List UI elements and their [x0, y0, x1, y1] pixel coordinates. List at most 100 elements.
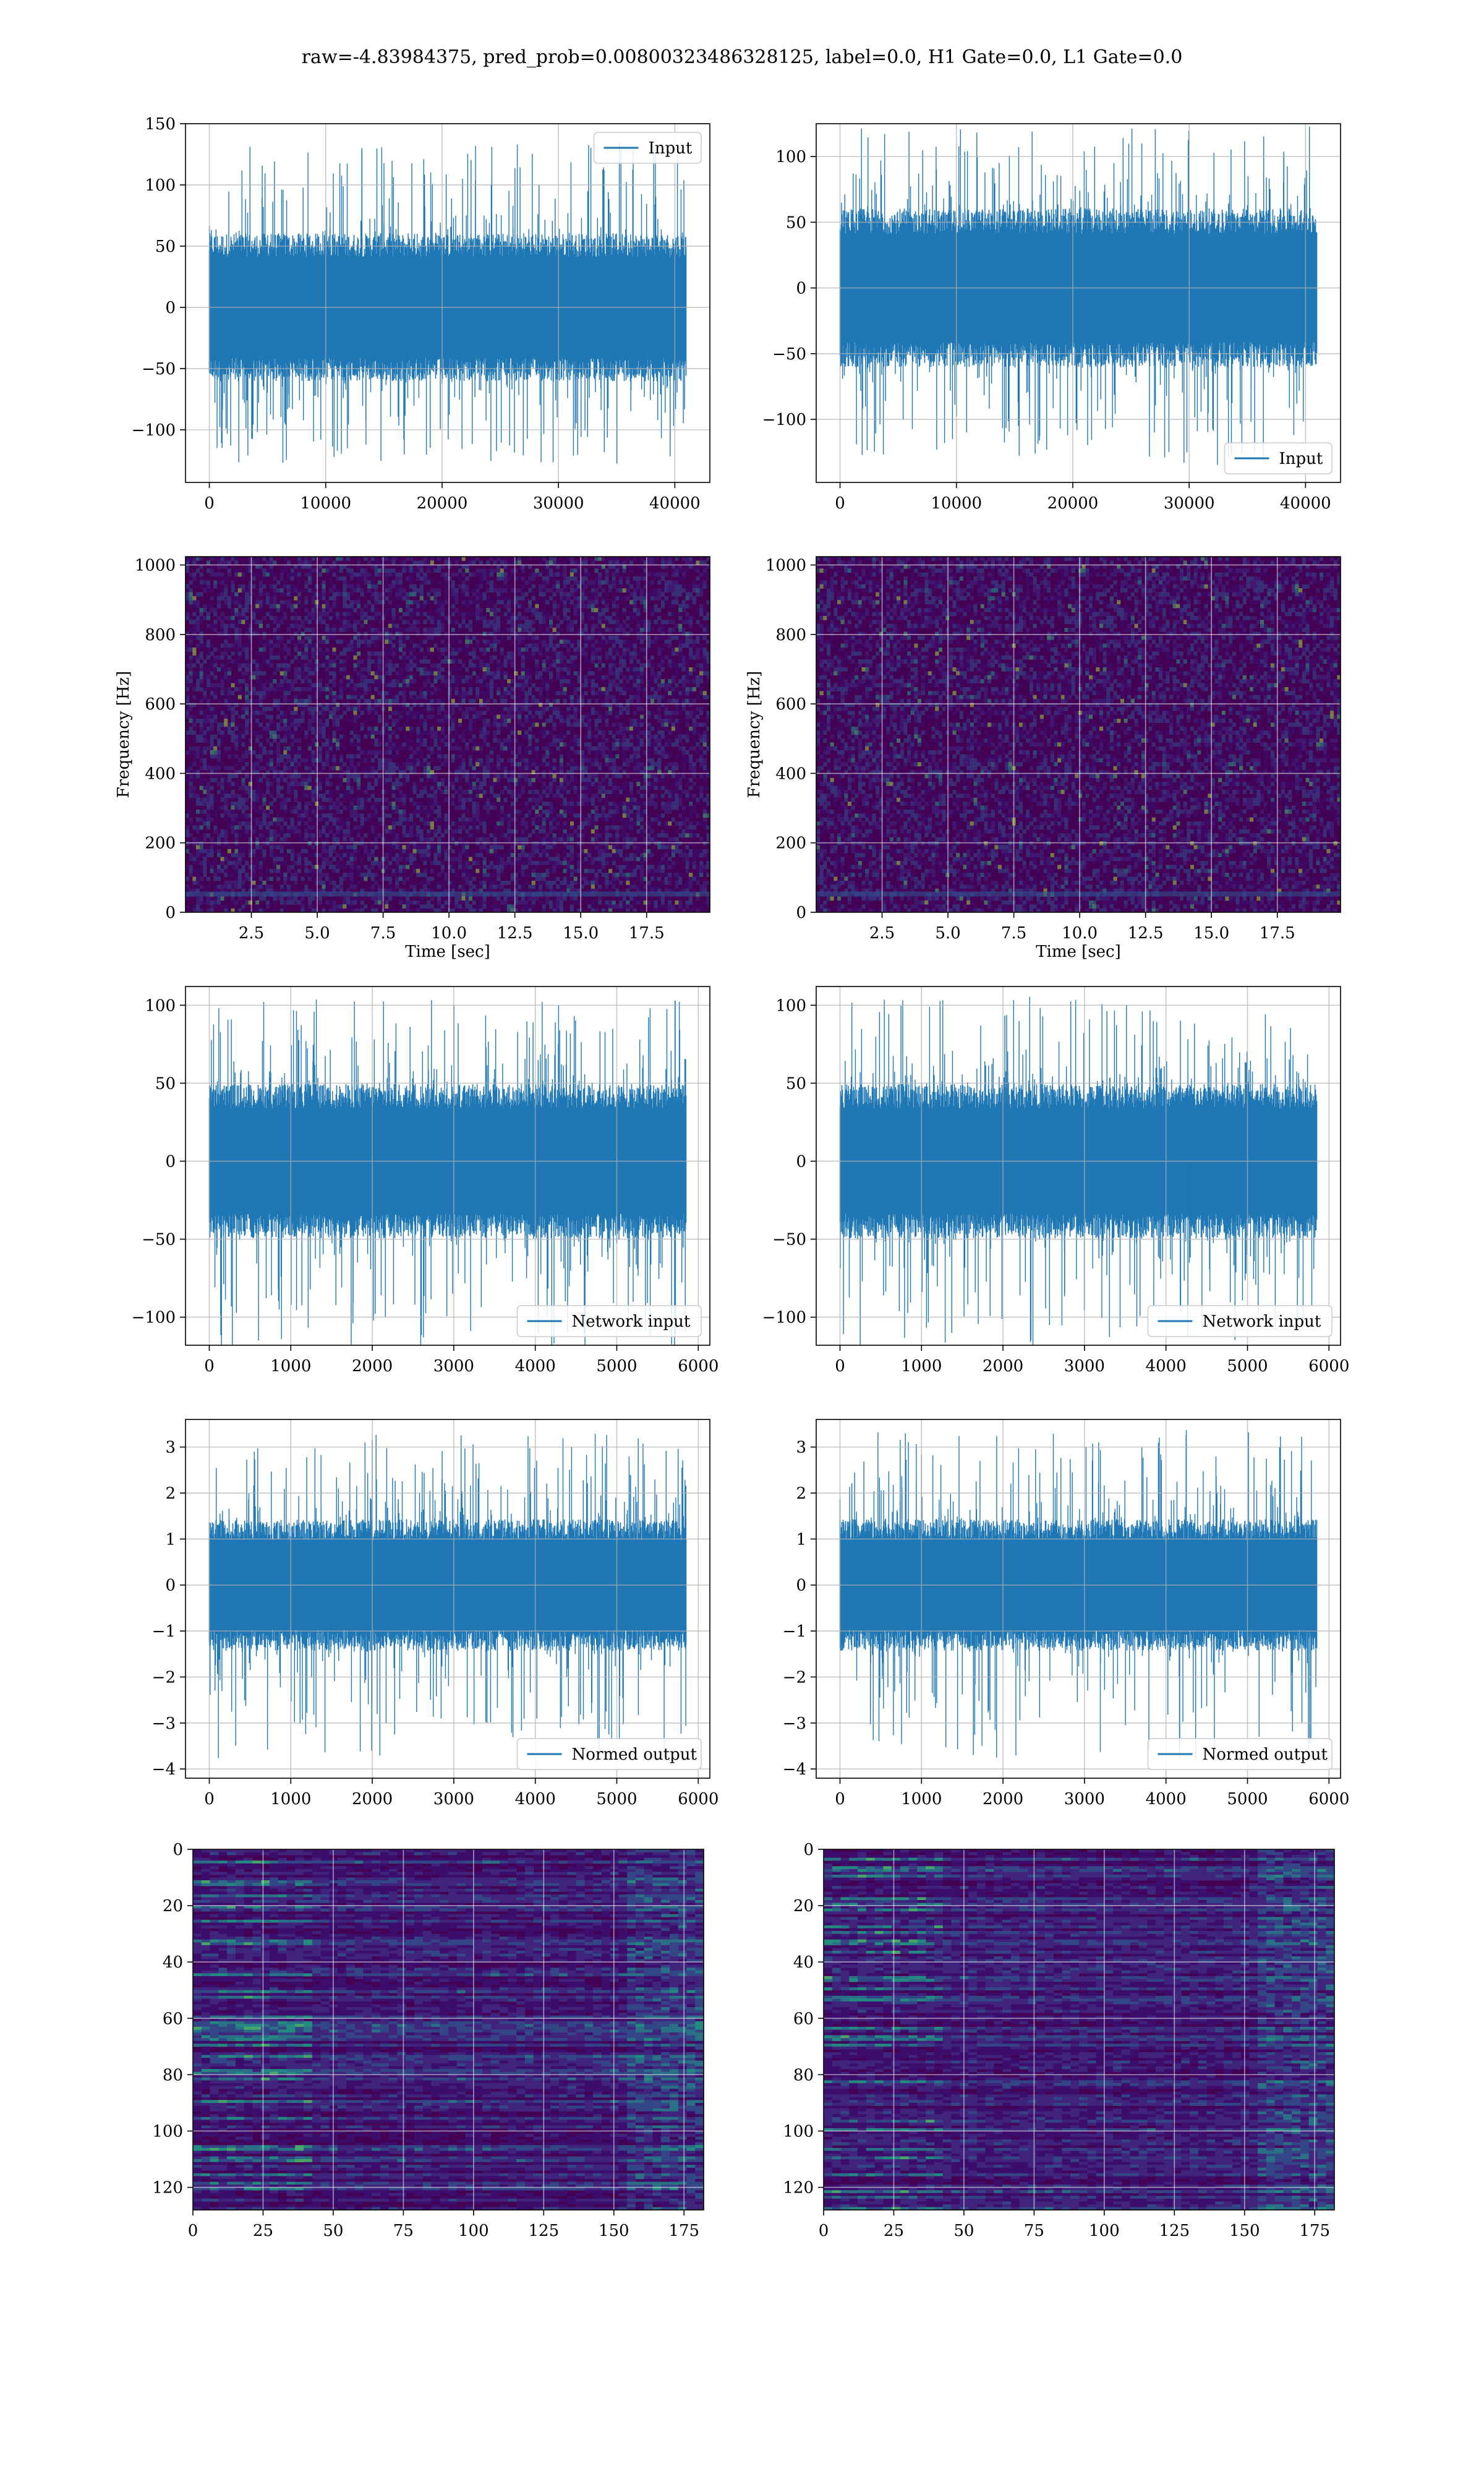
axes-frame [823, 1849, 1335, 2211]
chart-raw-l1: 0 10000 20000 30000 40000 −100 −50 0 50 100 Input [762, 123, 1341, 513]
x-tick-label: 7.5 [370, 924, 396, 943]
chart-spec-h1: 2.5 5.0 7.5 10.0 12.5 15.0 17.5 0 200 400 600 800 10… [114, 556, 710, 961]
x-tick-label: 3000 [433, 1357, 474, 1376]
x-tick-label: 25 [253, 2222, 273, 2240]
y-tick-label: 20 [163, 1897, 183, 1915]
legend-label: Normed output [572, 1745, 697, 1764]
x-tick-label: 125 [528, 2222, 559, 2240]
x-tick-label: 100 [458, 2222, 489, 2240]
y-tick-label: 0 [796, 1577, 806, 1595]
chart-norm-h1: 0 1000 2000 3000 4000 5000 6000 −4 −3 −2 −1 0 1 2 3 Nor… [152, 1419, 719, 1808]
legend: Input [1224, 442, 1333, 474]
x-axis-label: Time [sec] [405, 943, 490, 961]
x-tick-label: 2000 [983, 1357, 1023, 1376]
low-frequency-band [186, 891, 710, 897]
figure-title: raw=-4.83984375, pred_prob=0.00800323486… [302, 46, 1183, 68]
y-tick-label: −50 [772, 1231, 806, 1249]
x-tick-label: 0 [835, 1790, 845, 1808]
y-tick-label: 0 [165, 299, 176, 317]
y-tick-label: −50 [142, 1231, 176, 1249]
y-tick-label: 3 [796, 1439, 806, 1457]
chart-net-l1: 0 1000 2000 3000 4000 5000 6000 −100 −50 0 50 100 Ne… [762, 986, 1349, 1376]
y-tick-label: 0 [173, 1841, 183, 1859]
x-tick-label: 2.5 [869, 924, 895, 943]
x-tick-label: 40000 [1280, 494, 1331, 513]
series-raw-l1 [839, 126, 1318, 465]
x-tick-label: 4000 [515, 1790, 556, 1808]
heatmap-feat-h1 [193, 1849, 704, 2210]
x-tick-label: 3000 [1064, 1357, 1105, 1376]
axes-frame [816, 1419, 1341, 1779]
x-tick-label: 6000 [678, 1790, 719, 1808]
x-tick-label: 7.5 [1001, 924, 1026, 943]
y-tick-label: 50 [786, 1074, 806, 1093]
x-tick-label: 10000 [300, 494, 351, 513]
legend-label: Network input [572, 1312, 691, 1331]
x-axis-label: Time [sec] [1036, 943, 1121, 961]
y-tick-label: 100 [775, 148, 806, 166]
x-tick-label: 12.5 [497, 924, 533, 943]
x-tick-label: 0 [204, 494, 215, 513]
x-tick-label: 10.0 [431, 924, 467, 943]
chart-net-h1: 0 1000 2000 3000 4000 5000 6000 −100 −50 0 50 100 Ne… [132, 986, 719, 1376]
y-tick-label: 600 [145, 695, 176, 714]
legend-box [516, 1305, 702, 1337]
y-tick-label: 1000 [765, 556, 806, 575]
y-tick-label: 400 [775, 764, 806, 783]
y-tick-label: 2 [165, 1484, 176, 1503]
axes-frame [185, 986, 710, 1346]
y-tick-label: 3 [165, 1439, 176, 1457]
chart-feat-l1: 0 25 50 75 100 125 150 175 0 20 40 60 80 100 120 [783, 1841, 1335, 2240]
y-tick-label: −100 [762, 411, 806, 429]
x-tick-label: 6000 [1308, 1790, 1349, 1808]
series-norm-l1 [839, 1430, 1318, 1760]
x-tick-label: 5.0 [935, 924, 960, 943]
y-tick-label: 800 [775, 626, 806, 644]
x-tick-label: 2000 [983, 1790, 1023, 1808]
y-tick-label: −50 [142, 360, 176, 379]
axes-frame [192, 1849, 704, 2211]
chart-feat-h1: 0 25 50 75 100 125 150 175 0 20 40 60 80 100 120 [152, 1841, 704, 2240]
x-tick-label: 175 [668, 2222, 699, 2240]
y-tick-label: 120 [152, 2179, 183, 2198]
legend-box [593, 132, 702, 164]
y-tick-label: 0 [803, 1841, 814, 1859]
x-tick-label: 20000 [1047, 494, 1099, 513]
y-tick-label: 100 [145, 996, 176, 1015]
y-tick-label: 2 [796, 1484, 806, 1503]
chart-spec-l1: 2.5 5.0 7.5 10.0 12.5 15.0 17.5 0 200 400 600 800 10… [745, 556, 1341, 961]
y-tick-label: 50 [155, 1074, 176, 1093]
y-tick-label: 100 [152, 2122, 183, 2141]
y-tick-label: 0 [796, 1152, 806, 1171]
legend: Input [593, 132, 702, 164]
x-tick-label: 25 [884, 2222, 904, 2240]
y-tick-label: −100 [132, 421, 176, 440]
x-tick-label: 3000 [1064, 1790, 1105, 1808]
series-raw-h1 [208, 142, 687, 464]
heatmap-spec-h1 [186, 557, 710, 912]
low-frequency-band [816, 891, 1341, 897]
x-tick-label: 5000 [596, 1357, 637, 1376]
x-tick-label: 0 [188, 2222, 198, 2240]
legend-box [1147, 1305, 1333, 1337]
legend-label: Input [649, 139, 693, 158]
x-tick-label: 2.5 [239, 924, 264, 943]
y-tick-label: 200 [145, 834, 176, 853]
x-tick-label: 5000 [1227, 1790, 1268, 1808]
chart-raw-h1: 0 10000 20000 30000 40000 −100 −50 0 50 100 150 Inp… [132, 115, 710, 513]
x-tick-label: 4000 [1146, 1357, 1187, 1376]
axes-frame [185, 1419, 710, 1779]
x-tick-label: 1000 [270, 1357, 311, 1376]
y-tick-label: 60 [163, 2010, 183, 2028]
legend-label: Input [1279, 450, 1323, 468]
x-tick-label: 4000 [515, 1357, 556, 1376]
series-net-h1 [208, 999, 687, 1345]
x-tick-label: 75 [1024, 2222, 1044, 2240]
y-tick-label: 60 [793, 2010, 814, 2028]
x-tick-label: 0 [204, 1790, 215, 1808]
y-tick-label: −1 [783, 1622, 806, 1641]
x-tick-label: 4000 [1146, 1790, 1187, 1808]
y-tick-label: 800 [145, 626, 176, 644]
heatmap-spec-l1 [816, 557, 1341, 912]
y-axis-label: Frequency [Hz] [745, 671, 764, 798]
